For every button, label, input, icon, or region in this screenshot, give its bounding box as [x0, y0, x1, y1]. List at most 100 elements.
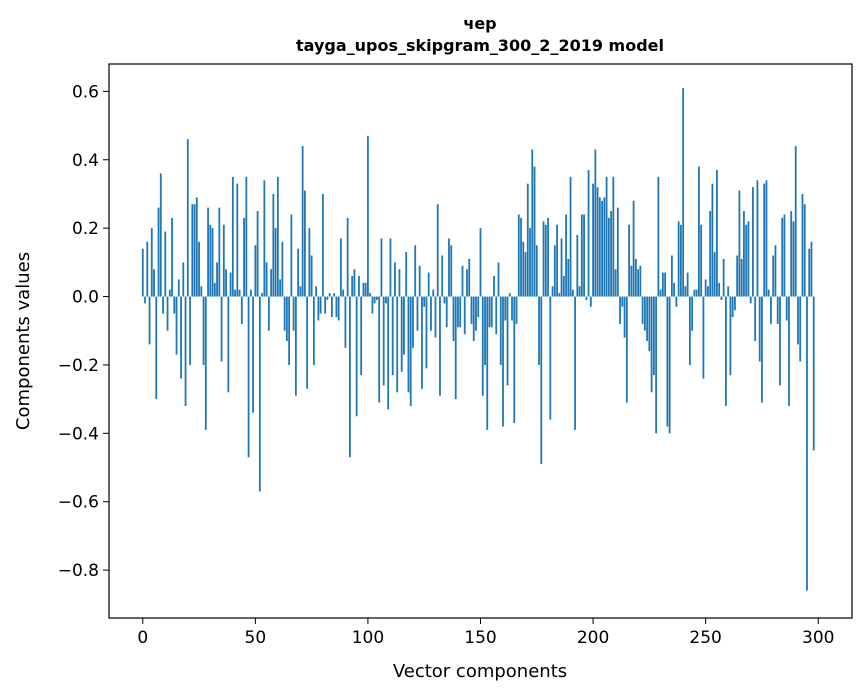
- bar-component-42: [236, 183, 239, 297]
- bar-component-125: [423, 296, 426, 307]
- bar-component-212: [619, 296, 621, 324]
- bar-component-185: [558, 293, 561, 297]
- bar-component-287: [788, 296, 790, 406]
- bar-component-178: [542, 221, 545, 297]
- y-tick-label-1: −0.6: [58, 493, 99, 513]
- bar-component-254: [713, 252, 716, 297]
- bar-component-221: [639, 265, 642, 297]
- bar-component-110: [389, 238, 392, 297]
- bar-component-93: [351, 276, 354, 297]
- bar-component-153: [486, 296, 489, 430]
- bar-component-257: [720, 296, 723, 300]
- bar-component-99: [364, 282, 367, 297]
- bar-component-267: [743, 211, 745, 297]
- bar-component-109: [387, 296, 390, 410]
- bar-component-284: [781, 217, 784, 297]
- bar-component-175: [535, 245, 538, 297]
- bar-component-281: [774, 245, 777, 297]
- bar-component-184: [556, 224, 558, 297]
- bar-component-160: [502, 296, 504, 427]
- bar-component-205: [603, 197, 606, 297]
- bar-component-107: [382, 296, 385, 386]
- bar-component-163: [508, 293, 511, 297]
- bar-component-128: [430, 296, 432, 331]
- bar-component-286: [785, 296, 788, 321]
- bar-component-67: [292, 296, 295, 331]
- bar-component-17: [180, 296, 182, 379]
- bar-component-168: [520, 217, 522, 297]
- bar-component-209: [612, 176, 615, 297]
- bar-component-96: [358, 276, 360, 297]
- bar-component-18: [182, 262, 185, 297]
- bar-component-58: [272, 193, 275, 297]
- bar-component-60: [276, 176, 279, 297]
- bar-component-283: [779, 296, 781, 386]
- bar-component-170: [524, 252, 527, 297]
- bar-component-187: [562, 276, 565, 297]
- bar-component-171: [526, 183, 529, 297]
- x-tick-label-300: 300: [802, 628, 834, 648]
- bar-component-223: [643, 296, 646, 331]
- bar-component-70: [299, 286, 302, 297]
- bar-component-121: [414, 245, 417, 297]
- bar-component-106: [380, 238, 383, 297]
- bar-component-231: [661, 272, 664, 297]
- bar-component-244: [691, 296, 694, 331]
- bar-component-173: [531, 149, 534, 297]
- bar-component-138: [452, 296, 455, 341]
- bar-component-199: [589, 296, 592, 307]
- bar-component-191: [571, 289, 574, 297]
- bar-component-59: [274, 228, 277, 297]
- bar-component-8: [159, 173, 162, 297]
- bar-component-25: [198, 241, 200, 297]
- bar-component-6: [155, 296, 158, 400]
- bar-component-139: [454, 296, 457, 400]
- bar-component-224: [646, 296, 649, 341]
- bar-component-295: [806, 296, 808, 591]
- bar-component-278: [767, 289, 770, 297]
- bar-component-229: [657, 176, 660, 297]
- bar-component-167: [517, 214, 520, 297]
- bar-component-22: [191, 204, 194, 297]
- bar-component-246: [695, 289, 698, 297]
- x-tick-label-100: 100: [352, 628, 384, 648]
- bar-component-19: [184, 296, 187, 406]
- bar-component-195: [580, 214, 583, 297]
- bar-component-169: [522, 241, 525, 297]
- bar-component-37: [225, 269, 227, 297]
- y-tick-label-7: 0.6: [72, 82, 99, 102]
- chart-title: чер: [463, 14, 496, 33]
- bar-component-298: [812, 296, 815, 451]
- bar-component-239: [679, 224, 682, 297]
- bar-component-285: [783, 214, 786, 297]
- bar-component-0: [141, 248, 144, 297]
- bar-component-227: [652, 296, 655, 376]
- bar-component-55: [265, 262, 268, 297]
- bar-component-182: [551, 286, 554, 297]
- bar-component-260: [727, 286, 730, 297]
- bar-component-12: [168, 289, 171, 297]
- bar-component-147: [472, 296, 475, 341]
- bar-component-214: [623, 296, 626, 338]
- bar-component-293: [801, 193, 804, 297]
- bar-component-35: [220, 296, 223, 362]
- bar-component-118: [407, 296, 410, 393]
- bar-component-80: [321, 193, 324, 297]
- bar-component-280: [772, 255, 775, 297]
- bar-component-69: [297, 248, 300, 297]
- bar-component-122: [416, 296, 419, 331]
- y-tick-label-4: 0.0: [72, 288, 99, 308]
- y-tick-label-2: −0.4: [58, 424, 99, 444]
- bar-component-130: [434, 296, 437, 338]
- chart-subtitle: tayga_upos_skipgram_300_2_2019 model: [296, 36, 664, 55]
- bar-component-216: [628, 224, 630, 297]
- bar-component-98: [362, 282, 365, 297]
- bar-component-29: [207, 207, 209, 297]
- bar-component-61: [279, 279, 282, 297]
- bar-component-56: [267, 296, 270, 331]
- bar-component-266: [740, 258, 743, 297]
- bar-component-38: [227, 296, 230, 393]
- bar-component-236: [673, 282, 676, 297]
